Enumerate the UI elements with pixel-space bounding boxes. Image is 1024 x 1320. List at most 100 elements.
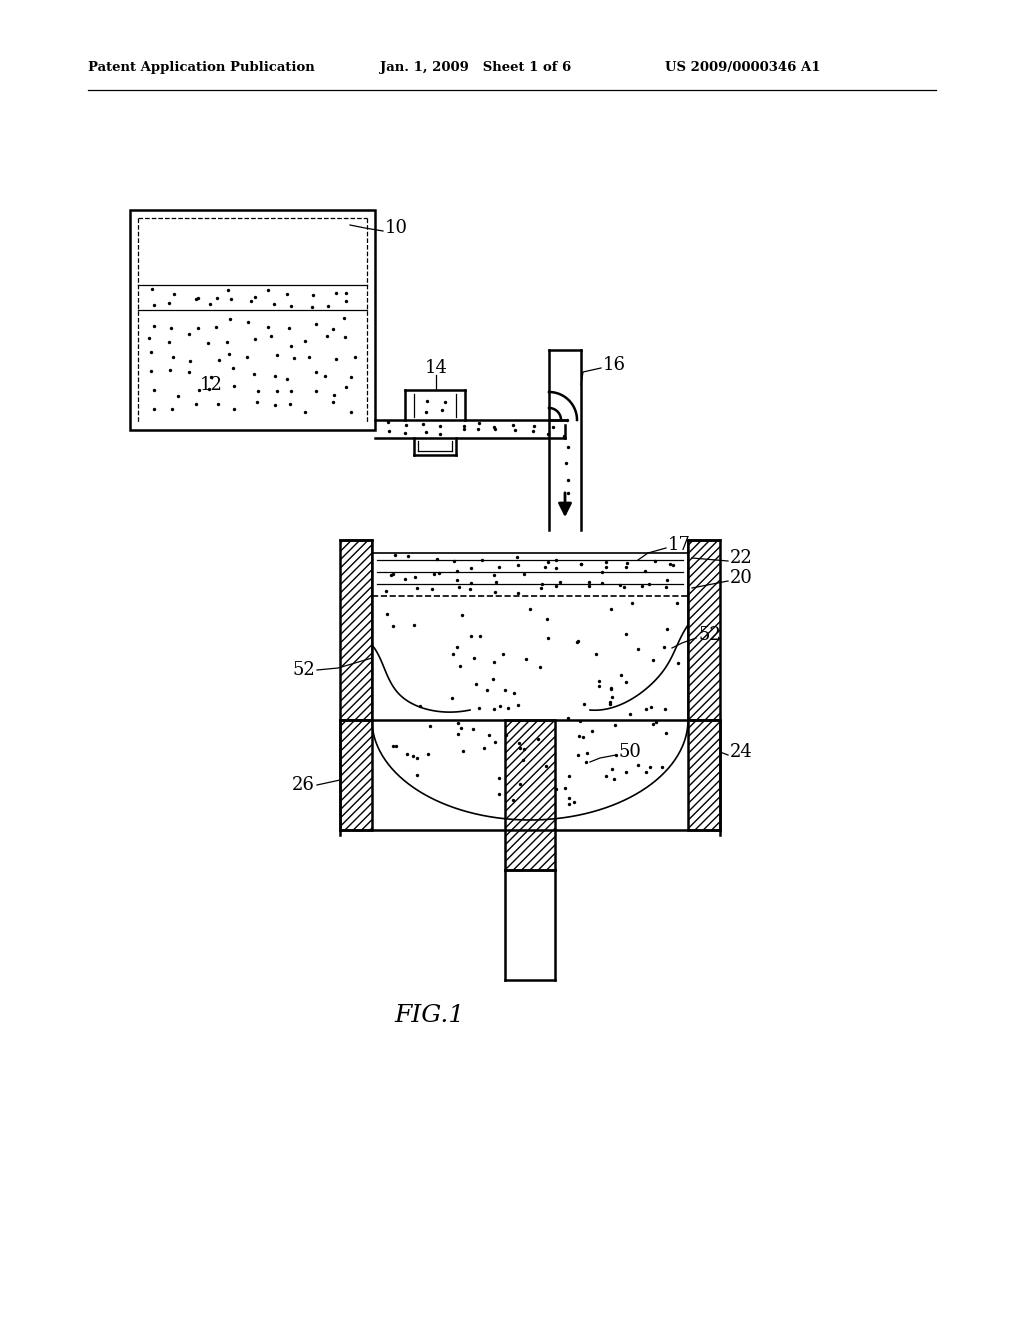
Point <box>485 416 502 437</box>
Point <box>161 331 177 352</box>
Point <box>538 755 554 776</box>
Point <box>510 582 526 603</box>
Point <box>568 631 585 652</box>
Point <box>455 741 471 762</box>
Text: 22: 22 <box>730 549 753 568</box>
Point <box>456 418 472 440</box>
Text: 14: 14 <box>425 359 447 378</box>
Point <box>466 647 482 668</box>
Point <box>603 678 620 700</box>
Point <box>422 715 438 737</box>
Point <box>480 725 497 746</box>
Point <box>591 676 607 697</box>
Point <box>283 335 299 356</box>
Point <box>262 326 279 347</box>
Point <box>165 284 181 305</box>
Point <box>419 391 435 412</box>
Point <box>462 578 478 599</box>
Point <box>591 671 607 692</box>
Point <box>431 562 447 583</box>
Point <box>492 696 508 717</box>
Point <box>584 721 600 742</box>
Point <box>561 766 578 787</box>
Point <box>557 777 573 799</box>
Point <box>281 318 297 339</box>
Point <box>436 392 453 413</box>
Point <box>490 767 507 788</box>
Point <box>588 643 604 664</box>
Point <box>328 348 344 370</box>
Point <box>247 329 263 350</box>
Point <box>581 572 597 593</box>
Point <box>146 294 163 315</box>
Point <box>181 351 198 372</box>
Point <box>463 573 479 594</box>
Point <box>486 418 503 440</box>
Point <box>145 315 162 337</box>
Point <box>180 323 197 345</box>
Text: Jan. 1, 2009   Sheet 1 of 6: Jan. 1, 2009 Sheet 1 of 6 <box>380 62 571 74</box>
Point <box>415 413 431 434</box>
Point <box>145 380 162 401</box>
Point <box>433 400 450 421</box>
Point <box>558 409 574 430</box>
Point <box>380 412 396 433</box>
Point <box>486 652 503 673</box>
Point <box>202 293 218 314</box>
Polygon shape <box>505 719 555 870</box>
Point <box>307 362 324 383</box>
Point <box>538 556 554 577</box>
Point <box>319 296 336 317</box>
Point <box>474 549 490 570</box>
Point <box>594 561 610 582</box>
Bar <box>130 210 375 430</box>
Point <box>561 788 578 809</box>
Point <box>279 284 295 305</box>
Point <box>572 553 589 574</box>
Point <box>343 401 359 422</box>
Point <box>409 764 425 785</box>
Point <box>486 698 503 719</box>
Point <box>522 598 539 619</box>
Point <box>456 416 472 437</box>
Point <box>399 545 416 566</box>
Point <box>259 317 275 338</box>
Point <box>620 553 636 574</box>
Point <box>548 549 564 570</box>
Point <box>471 697 487 718</box>
Point <box>381 421 397 442</box>
Point <box>412 696 428 717</box>
Point <box>398 414 415 436</box>
Point <box>559 483 575 504</box>
Point <box>526 416 543 437</box>
Text: US 2009/0000346 A1: US 2009/0000346 A1 <box>665 62 820 74</box>
Point <box>283 296 299 317</box>
Point <box>247 363 263 384</box>
Point <box>305 285 322 306</box>
Point <box>428 549 444 570</box>
Point <box>378 579 394 601</box>
Polygon shape <box>688 540 720 719</box>
Point <box>657 723 674 744</box>
Text: 16: 16 <box>603 356 626 374</box>
Point <box>641 573 657 594</box>
Point <box>424 578 440 599</box>
Text: 52: 52 <box>292 661 315 678</box>
Point <box>224 358 241 379</box>
Point <box>525 421 542 442</box>
Point <box>566 791 583 812</box>
Point <box>201 379 217 400</box>
Point <box>573 553 590 574</box>
Point <box>140 327 157 348</box>
Point <box>507 418 523 440</box>
Point <box>383 564 399 585</box>
Point <box>188 393 205 414</box>
Point <box>343 367 359 388</box>
Point <box>659 569 676 590</box>
Point <box>578 751 594 772</box>
Point <box>164 399 180 420</box>
Point <box>618 623 635 644</box>
Point <box>446 550 463 572</box>
Point <box>449 636 465 657</box>
Point <box>645 713 662 734</box>
